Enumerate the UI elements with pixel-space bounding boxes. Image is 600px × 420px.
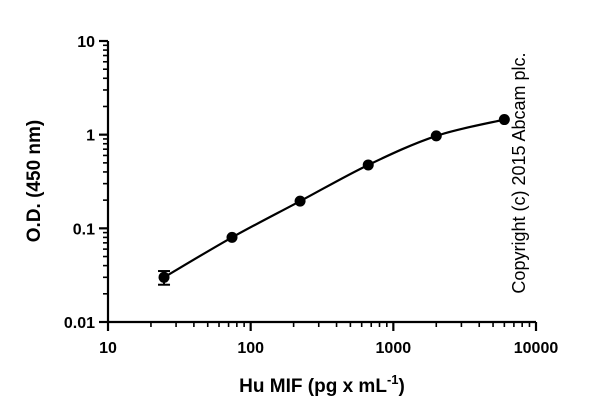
x-axis-title: Hu MIF (pg x mL-1) [239, 372, 405, 397]
data-points [158, 114, 510, 283]
x-tick-label: 10 [99, 340, 117, 357]
fit-curve-line [163, 118, 505, 279]
data-point [430, 130, 442, 142]
x-axis-title-suffix: ) [399, 376, 405, 397]
data-point [158, 271, 170, 283]
x-tick-label: 100 [237, 340, 264, 357]
data-point [498, 114, 510, 126]
data-point [362, 159, 374, 171]
y-tick-label: 10 [77, 34, 95, 51]
y-tick-label: 0.1 [73, 221, 95, 238]
copyright-annotation: Copyright (c) 2015 Abcam plc. [509, 52, 529, 293]
x-tick-label: 1000 [376, 340, 412, 357]
y-tick-label: 1 [86, 128, 95, 145]
x-axis-title-main: Hu MIF (pg x mL [239, 376, 387, 397]
x-axis-title-sup: -1 [387, 372, 399, 387]
data-point [226, 231, 238, 243]
axes [106, 41, 536, 324]
fit-curve [163, 118, 505, 279]
y-tick-label: 0.01 [64, 315, 95, 332]
data-point [294, 195, 306, 207]
ticks: 0.01 0.1 1 10 10 100 1000 10000 [64, 34, 558, 357]
y-axis-title: O.D. (450 nm) [24, 120, 45, 242]
x-tick-label: 10000 [514, 340, 559, 357]
